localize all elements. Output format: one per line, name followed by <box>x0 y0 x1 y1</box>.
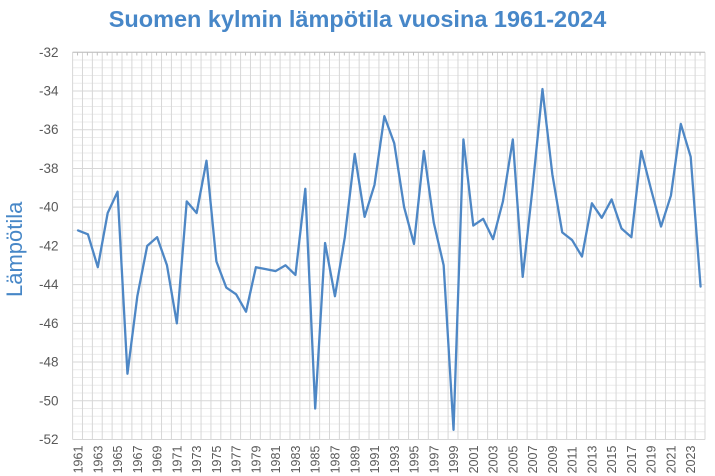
svg-text:1983: 1983 <box>289 446 303 474</box>
svg-text:-34: -34 <box>39 84 59 99</box>
svg-text:1981: 1981 <box>269 446 283 474</box>
svg-text:1967: 1967 <box>131 446 145 474</box>
svg-text:1987: 1987 <box>329 446 343 474</box>
svg-text:2013: 2013 <box>585 446 599 474</box>
svg-text:1997: 1997 <box>427 446 441 474</box>
svg-text:2017: 2017 <box>625 446 639 474</box>
svg-text:1971: 1971 <box>170 446 184 474</box>
svg-text:1999: 1999 <box>447 446 461 474</box>
svg-text:-38: -38 <box>39 161 59 176</box>
svg-text:2007: 2007 <box>526 446 540 474</box>
svg-text:1985: 1985 <box>309 446 323 474</box>
svg-text:1965: 1965 <box>111 446 125 474</box>
svg-text:-42: -42 <box>39 238 59 253</box>
svg-text:2023: 2023 <box>684 446 698 474</box>
svg-text:1963: 1963 <box>91 446 105 474</box>
svg-text:1975: 1975 <box>210 446 224 474</box>
svg-text:1961: 1961 <box>72 446 86 474</box>
svg-text:2009: 2009 <box>546 446 560 474</box>
svg-text:2003: 2003 <box>487 446 501 474</box>
svg-text:1989: 1989 <box>348 446 362 474</box>
svg-text:1973: 1973 <box>190 446 204 474</box>
svg-text:2011: 2011 <box>566 446 580 473</box>
svg-text:1995: 1995 <box>408 446 422 474</box>
svg-text:-50: -50 <box>39 393 59 408</box>
svg-text:2021: 2021 <box>664 446 678 474</box>
svg-text:-44: -44 <box>39 277 59 292</box>
svg-text:1993: 1993 <box>388 446 402 474</box>
svg-text:2005: 2005 <box>506 446 520 474</box>
svg-text:-32: -32 <box>39 45 59 60</box>
svg-text:2019: 2019 <box>645 446 659 474</box>
svg-text:1969: 1969 <box>151 446 165 474</box>
svg-text:-48: -48 <box>39 355 59 370</box>
svg-text:Suomen kylmin lämpötila vuosin: Suomen kylmin lämpötila vuosina 1961-202… <box>109 6 607 32</box>
svg-text:1977: 1977 <box>230 446 244 474</box>
svg-text:1991: 1991 <box>368 446 382 474</box>
svg-text:-46: -46 <box>39 316 59 331</box>
svg-text:Lämpötila: Lämpötila <box>2 201 27 297</box>
svg-text:-52: -52 <box>39 432 59 447</box>
svg-text:2001: 2001 <box>467 446 481 474</box>
svg-text:2015: 2015 <box>605 446 619 474</box>
svg-text:1979: 1979 <box>249 446 263 474</box>
svg-text:-40: -40 <box>39 200 59 215</box>
svg-text:-36: -36 <box>39 122 59 137</box>
